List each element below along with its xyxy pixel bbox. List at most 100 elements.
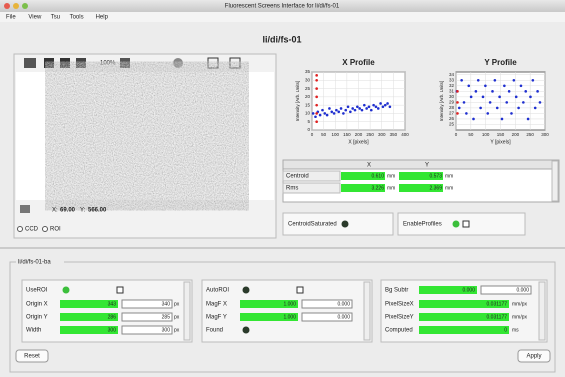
cell-unit: mm	[445, 185, 453, 191]
unit: px	[174, 314, 180, 320]
readback: 343	[108, 301, 117, 307]
x-tick-label: 300	[378, 132, 386, 137]
y-tick-label: 27	[449, 111, 455, 116]
setting: 0.000	[337, 314, 350, 320]
ccd-image	[62, 74, 232, 198]
setting: 285	[162, 314, 171, 320]
data-point	[513, 79, 516, 82]
x-tick-label: 400	[401, 132, 409, 137]
checkbox[interactable]	[463, 221, 469, 227]
data-point	[456, 112, 459, 115]
close-button[interactable]	[4, 3, 10, 9]
data-point	[524, 90, 527, 93]
scrollbar[interactable]	[364, 282, 370, 340]
row-label: Rms	[286, 186, 298, 192]
y-tick-label: 28	[449, 105, 455, 110]
data-point	[358, 107, 361, 110]
x-axis-label: X [pixels]	[348, 139, 369, 145]
data-point	[486, 112, 489, 115]
setting: 0.000	[337, 301, 350, 307]
radio-roi-label[interactable]: ROI	[50, 227, 61, 233]
radio-ccd[interactable]	[18, 227, 23, 232]
data-point	[344, 109, 347, 112]
x-tick-label: 100	[482, 132, 490, 137]
data-point	[342, 112, 345, 115]
data-point	[470, 96, 473, 99]
y-tick-label: 15	[305, 102, 311, 107]
unit: px	[174, 301, 180, 307]
cell-unit: mm	[387, 173, 395, 179]
y-tick-label: 30	[305, 77, 311, 82]
data-point	[517, 107, 520, 110]
checkbox[interactable]	[297, 287, 303, 293]
data-point	[520, 85, 523, 88]
scrollbar[interactable]	[539, 282, 545, 340]
print-icon[interactable]	[60, 58, 70, 68]
x-tick-label: 200	[355, 132, 363, 137]
data-point	[356, 106, 359, 109]
panel-title: AutoROI	[206, 288, 229, 294]
y-tick-label: 29	[449, 100, 455, 105]
data-point	[472, 118, 475, 121]
data-point	[503, 85, 506, 88]
value-bar	[419, 326, 509, 334]
y-tick-label: 25	[449, 122, 455, 127]
zoom-icon[interactable]	[120, 58, 130, 68]
menu-item[interactable]: File	[6, 15, 16, 21]
data-point	[382, 106, 385, 109]
minimize-button[interactable]	[13, 3, 19, 9]
data-point	[323, 112, 326, 115]
data-point	[328, 107, 331, 110]
scrollbar[interactable]	[184, 282, 190, 340]
export-icon[interactable]	[76, 58, 86, 68]
save-icon[interactable]	[44, 58, 54, 68]
y-tick-label: 34	[449, 72, 455, 77]
data-point	[479, 107, 482, 110]
data-point	[333, 112, 336, 115]
cell-value: 2.369	[429, 185, 442, 191]
data-point	[363, 104, 366, 107]
field-label: Origin X	[26, 302, 48, 308]
section-title: li/di/fs-01-ba	[18, 260, 51, 266]
refresh-icon[interactable]	[173, 58, 183, 68]
data-point	[368, 106, 371, 109]
window-title: Fluorescent Screens Interface for li/di/…	[225, 4, 340, 10]
panel-title: Bg Subtr	[385, 288, 408, 294]
radio-ccd-label[interactable]: CCD	[25, 227, 39, 233]
data-point	[315, 96, 318, 99]
button-label[interactable]: Apply	[526, 354, 541, 360]
scrollbar[interactable]	[552, 161, 558, 201]
setting: 0.000	[516, 287, 529, 293]
data-point	[365, 107, 368, 110]
data-point	[315, 120, 318, 123]
menu-item[interactable]: Help	[96, 15, 109, 21]
cell-value: 0.610	[371, 173, 384, 179]
data-point	[501, 118, 504, 121]
zoom-level[interactable]: 100%	[100, 61, 116, 67]
data-point	[315, 79, 318, 82]
data-point	[475, 90, 478, 93]
menu-item[interactable]: Tsu	[51, 15, 60, 21]
cell-value: 3.226	[371, 185, 384, 191]
x-tick-label: 350	[390, 132, 398, 137]
readback: 0.000	[462, 287, 475, 293]
menu-item[interactable]: Tools	[70, 15, 84, 21]
radio-roi[interactable]	[43, 227, 48, 232]
data-point	[467, 85, 470, 88]
menu-item[interactable]: View	[28, 15, 42, 21]
field-label: Width	[26, 328, 41, 334]
data-point	[494, 79, 497, 82]
toolbar-icon[interactable]	[24, 58, 36, 68]
led	[243, 287, 250, 294]
unit: ms	[512, 327, 519, 333]
unit: px	[174, 327, 180, 333]
button-label[interactable]: Reset	[24, 354, 40, 360]
checkbox[interactable]	[117, 287, 123, 293]
zoom-button[interactable]	[22, 3, 28, 9]
table-header	[283, 160, 559, 169]
indicator-label: EnableProfiles	[403, 222, 442, 228]
data-point	[384, 104, 387, 107]
data-point	[510, 112, 513, 115]
header-title: li/di/fs-01	[262, 34, 301, 44]
field-label: PixelSizeY	[385, 315, 414, 321]
